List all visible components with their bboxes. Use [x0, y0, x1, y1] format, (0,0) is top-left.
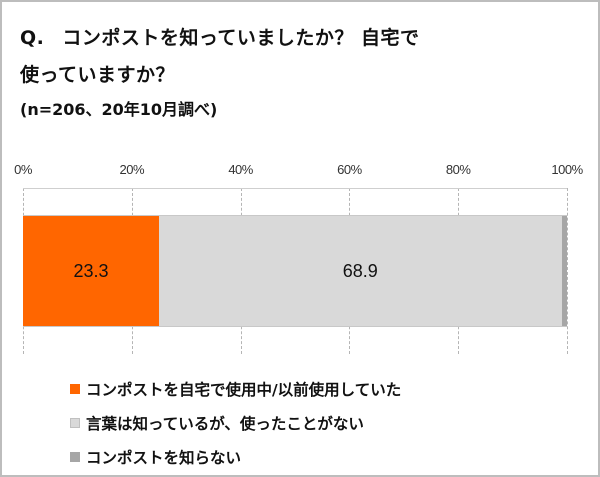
gridline: [567, 188, 568, 354]
stacked-bar: 23.3 68.9: [23, 215, 567, 327]
x-tick-label: 0%: [14, 162, 32, 177]
x-tick-label: 60%: [337, 162, 362, 177]
legend-swatch-icon: [70, 384, 80, 394]
x-tick-label: 80%: [445, 162, 471, 177]
chart-title: Q. コンポストを知っていましたか？ 自宅で 使っていますか？: [20, 20, 540, 94]
data-label: 23.3: [73, 260, 109, 281]
legend-item: コンポストを知らない: [70, 440, 401, 474]
title-line-1: コンポストを知っていましたか？ 自宅で: [62, 27, 420, 49]
x-axis-labels: 0% 20% 40% 60% 80% 100%: [2, 162, 600, 182]
legend-item: 言葉は知っているが、使ったことがない: [70, 406, 401, 440]
x-tick-label: 100%: [551, 162, 583, 177]
bar-segment: [561, 216, 567, 326]
legend-label: コンポストを知らない: [86, 449, 242, 467]
data-label: 68.9: [342, 260, 378, 281]
question-prefix: Q.: [20, 27, 45, 49]
plot-area: 23.3 68.9: [23, 188, 568, 354]
bar-segment: 68.9: [159, 216, 562, 326]
legend-label: コンポストを自宅で使用中/以前使用していた: [86, 381, 402, 399]
plot-top-border: [23, 188, 567, 189]
legend-swatch-icon: [70, 418, 80, 428]
legend-swatch-icon: [70, 452, 80, 462]
legend: コンポストを自宅で使用中/以前使用していた 言葉は知っているが、使ったことがないコ…: [70, 372, 401, 474]
x-tick-label: 20%: [119, 162, 145, 177]
legend-item: コンポストを自宅で使用中/以前使用していた: [70, 372, 401, 406]
chart-subtitle: (n=206、20年10月調べ): [20, 100, 218, 119]
bar-segment: 23.3: [23, 216, 159, 326]
title-line-2: 使っていますか？: [20, 64, 176, 86]
x-tick-label: 40%: [228, 162, 253, 177]
legend-label: 言葉は知っているが、使ったことがない: [86, 415, 364, 433]
